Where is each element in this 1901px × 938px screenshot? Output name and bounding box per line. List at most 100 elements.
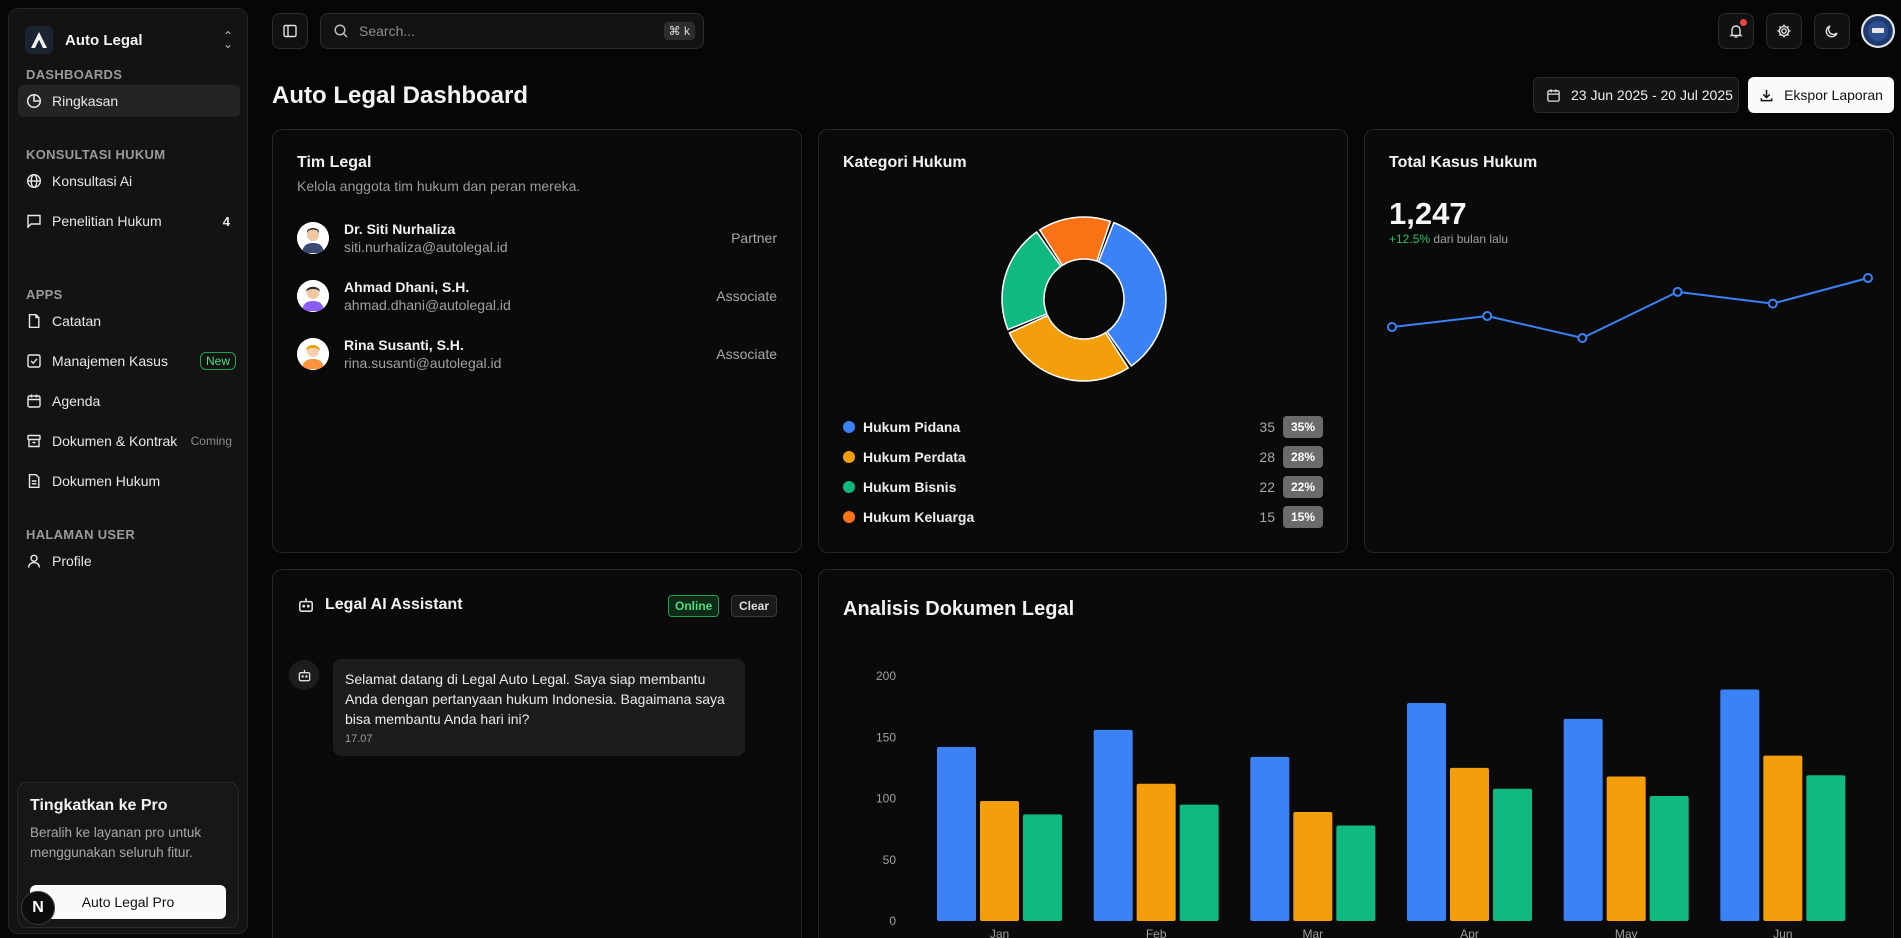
- member-email: rina.susanti@autolegal.id: [344, 355, 502, 371]
- moon-icon: [1825, 25, 1838, 38]
- donut-slice: [1038, 216, 1112, 267]
- export-report-button[interactable]: Ekspor Laporan: [1748, 77, 1894, 113]
- y-tick-label: 200: [876, 669, 896, 683]
- trend-point: [1672, 286, 1683, 297]
- upgrade-button[interactable]: Auto Legal Pro: [30, 885, 226, 919]
- search-input[interactable]: Search... ⌘ k: [320, 13, 704, 49]
- sidebar-item-penelitian-hukum[interactable]: Penelitian Hukum 4: [18, 205, 240, 237]
- message-square-icon: [27, 214, 41, 229]
- upgrade-card: Tingkatkan ke Pro Beralih ke layanan pro…: [17, 782, 239, 928]
- user-avatar[interactable]: [1861, 14, 1895, 48]
- team-member[interactable]: Dr. Siti Nurhaliza siti.nurhaliza@autole…: [297, 220, 777, 256]
- clear-button[interactable]: Clear: [731, 595, 778, 617]
- bar: [1023, 814, 1062, 921]
- sidebar-item-ringkasan[interactable]: Ringkasan: [18, 85, 240, 117]
- sidebar-item-label: Penelitian Hukum: [52, 213, 162, 229]
- sidebar-item-label: Manajemen Kasus: [52, 353, 168, 369]
- legend-value: 28: [1259, 449, 1275, 465]
- member-role: Partner: [731, 230, 777, 246]
- member-name: Rina Susanti, S.H.: [344, 337, 464, 353]
- bar: [1093, 729, 1133, 921]
- settings-button[interactable]: [1766, 13, 1802, 49]
- brand-switcher[interactable]: Auto Legal ⌃ ⌄: [25, 23, 233, 57]
- n-logo-icon[interactable]: N: [21, 891, 55, 925]
- legend-item: Hukum Bisnis 22 22%: [843, 476, 1323, 498]
- x-tick-label: Mar: [1302, 927, 1323, 938]
- upgrade-description: Beralih ke layanan pro untuk menggunakan…: [30, 825, 202, 860]
- trend-line-chart: [1387, 273, 1873, 343]
- bar: [980, 800, 1019, 921]
- member-role: Associate: [716, 288, 777, 304]
- coming-badge: Coming: [190, 434, 232, 448]
- legend-value: 22: [1259, 479, 1275, 495]
- message-text: Selamat datang di Legal Auto Legal. Saya…: [345, 671, 725, 727]
- team-card: Tim Legal Kelola anggota tim hukum dan p…: [272, 129, 802, 553]
- chevron-updown-icon: ⌃ ⌄: [222, 29, 233, 51]
- team-member[interactable]: Ahmad Dhani, S.H. ahmad.dhani@autolegal.…: [297, 278, 777, 314]
- growth-percent: +12.5%: [1389, 232, 1431, 246]
- team-member[interactable]: Rina Susanti, S.H. rina.susanti@autolega…: [297, 336, 777, 372]
- sidebar-item-dokumen-kontrak[interactable]: Dokumen & Kontrak Coming: [18, 425, 240, 457]
- sidebar-item-manajemen-kasus[interactable]: Manajemen Kasus New: [18, 345, 240, 377]
- message-time: 17.07: [345, 733, 373, 745]
- legend-percent: 35%: [1283, 416, 1323, 438]
- bar: [1763, 755, 1803, 921]
- brand-name: Auto Legal: [65, 31, 143, 49]
- trend-point: [1387, 322, 1397, 333]
- sidebar-item-label: Ringkasan: [52, 93, 119, 109]
- bar: [1563, 718, 1603, 921]
- section-label-user: HALAMAN USER: [26, 527, 136, 542]
- legend-percent: 22%: [1283, 476, 1323, 498]
- bot-avatar: [289, 660, 319, 690]
- sidebar-item-label: Profile: [52, 553, 92, 569]
- trend-point: [1482, 311, 1493, 322]
- x-tick-label: Apr: [1460, 927, 1479, 938]
- status-badge: Online: [668, 595, 720, 617]
- bot-icon: [298, 669, 310, 681]
- member-name: Dr. Siti Nurhaliza: [344, 221, 456, 237]
- legend-name: Hukum Bisnis: [863, 479, 957, 495]
- y-tick-label: 150: [876, 730, 896, 744]
- upgrade-title: Tingkatkan ke Pro: [30, 797, 168, 814]
- document-analysis-card: Analisis Dokumen Legal 0 50 100 150 200 Jan Fe…: [818, 569, 1894, 938]
- panel-left-icon: [283, 24, 297, 38]
- sidebar-item-dokumen-hukum[interactable]: Dokumen Hukum: [18, 465, 240, 497]
- bar: [1493, 788, 1532, 921]
- trend-point: [1863, 273, 1873, 283]
- trend-line: [1391, 277, 1869, 340]
- theme-toggle-button[interactable]: [1814, 13, 1850, 49]
- bar: [1606, 776, 1646, 921]
- document-bar-chart: 0 50 100 150 200 Jan Feb Mar Apr May Jun: [876, 669, 1846, 938]
- shortcut-hint: ⌘ k: [663, 22, 695, 40]
- sidebar-toggle-button[interactable]: [272, 13, 308, 49]
- avatar: [297, 338, 329, 370]
- legend-value: 35: [1259, 419, 1275, 435]
- date-range-picker[interactable]: 23 Jun 2025 - 20 Jul 2025: [1533, 77, 1739, 113]
- check-square-icon: [27, 354, 41, 368]
- notifications-button[interactable]: [1718, 13, 1754, 49]
- x-tick-label: Jun: [1773, 927, 1792, 938]
- legend-name: Hukum Perdata: [863, 449, 966, 465]
- donut-slice: [1097, 221, 1167, 368]
- export-label: Ekspor Laporan: [1784, 87, 1883, 103]
- legend-dot: [843, 481, 855, 493]
- download-icon: [1760, 89, 1773, 101]
- globe-icon: [26, 173, 42, 189]
- bar: [1336, 825, 1376, 921]
- bar: [1179, 804, 1219, 921]
- trend-point: [1577, 333, 1588, 343]
- chart-title: Analisis Dokumen Legal: [843, 598, 1075, 620]
- sidebar-item-konsultasi-ai[interactable]: Konsultasi Ai: [18, 165, 240, 197]
- bar: [937, 747, 976, 921]
- bar: [1450, 767, 1489, 921]
- sidebar-item-catatan[interactable]: Catatan: [18, 305, 240, 337]
- bar: [1649, 796, 1689, 921]
- sidebar-item-agenda[interactable]: Agenda: [18, 385, 240, 417]
- new-badge: New: [199, 352, 236, 370]
- category-card: Kategori Hukum Hukum Pidana 35 35% Hukum…: [818, 129, 1348, 553]
- user-icon: [27, 554, 41, 568]
- legend-name: Hukum Pidana: [863, 419, 961, 435]
- sidebar-item-profile[interactable]: Profile: [18, 545, 240, 577]
- bar: [1806, 775, 1846, 921]
- bar: [1720, 689, 1760, 921]
